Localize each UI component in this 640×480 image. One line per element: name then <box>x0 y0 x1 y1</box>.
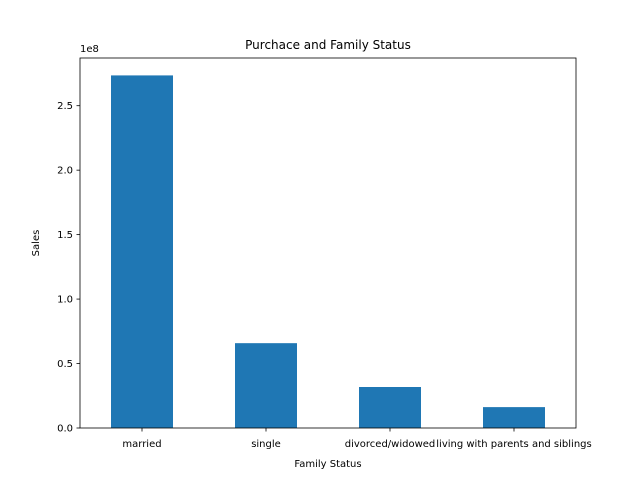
x-tick-label-2: divorced/widowed <box>345 439 436 450</box>
y-tick-label-0: 0.0 <box>57 424 73 435</box>
x-axis-ticks: married single divorced/widowed living with… <box>122 428 592 450</box>
x-tick-label-3: living with parents and siblings <box>436 439 591 450</box>
bar-1 <box>235 343 297 428</box>
y-tick-label-2: 1.0 <box>57 295 73 306</box>
y-axis-label: Sales <box>31 230 42 257</box>
y-tick-label-4: 2.0 <box>57 166 73 177</box>
y-tick-label-1: 0.5 <box>57 359 73 370</box>
y-axis-offset-label: 1e8 <box>80 44 99 55</box>
y-axis-ticks: 0.0 0.5 1.0 1.5 2.0 2.5 <box>57 101 80 435</box>
bar-0 <box>111 75 173 429</box>
x-axis-label: Family Status <box>294 459 361 470</box>
bars-group <box>111 75 545 429</box>
y-tick-label-3: 1.5 <box>57 230 73 241</box>
x-tick-label-1: single <box>251 439 281 450</box>
bar-2 <box>359 387 421 428</box>
bar-3 <box>483 407 545 428</box>
y-tick-label-5: 2.5 <box>57 101 73 112</box>
x-tick-label-0: married <box>122 439 161 450</box>
chart-title: Purchace and Family Status <box>245 38 411 52</box>
plot-frame <box>79 57 577 429</box>
